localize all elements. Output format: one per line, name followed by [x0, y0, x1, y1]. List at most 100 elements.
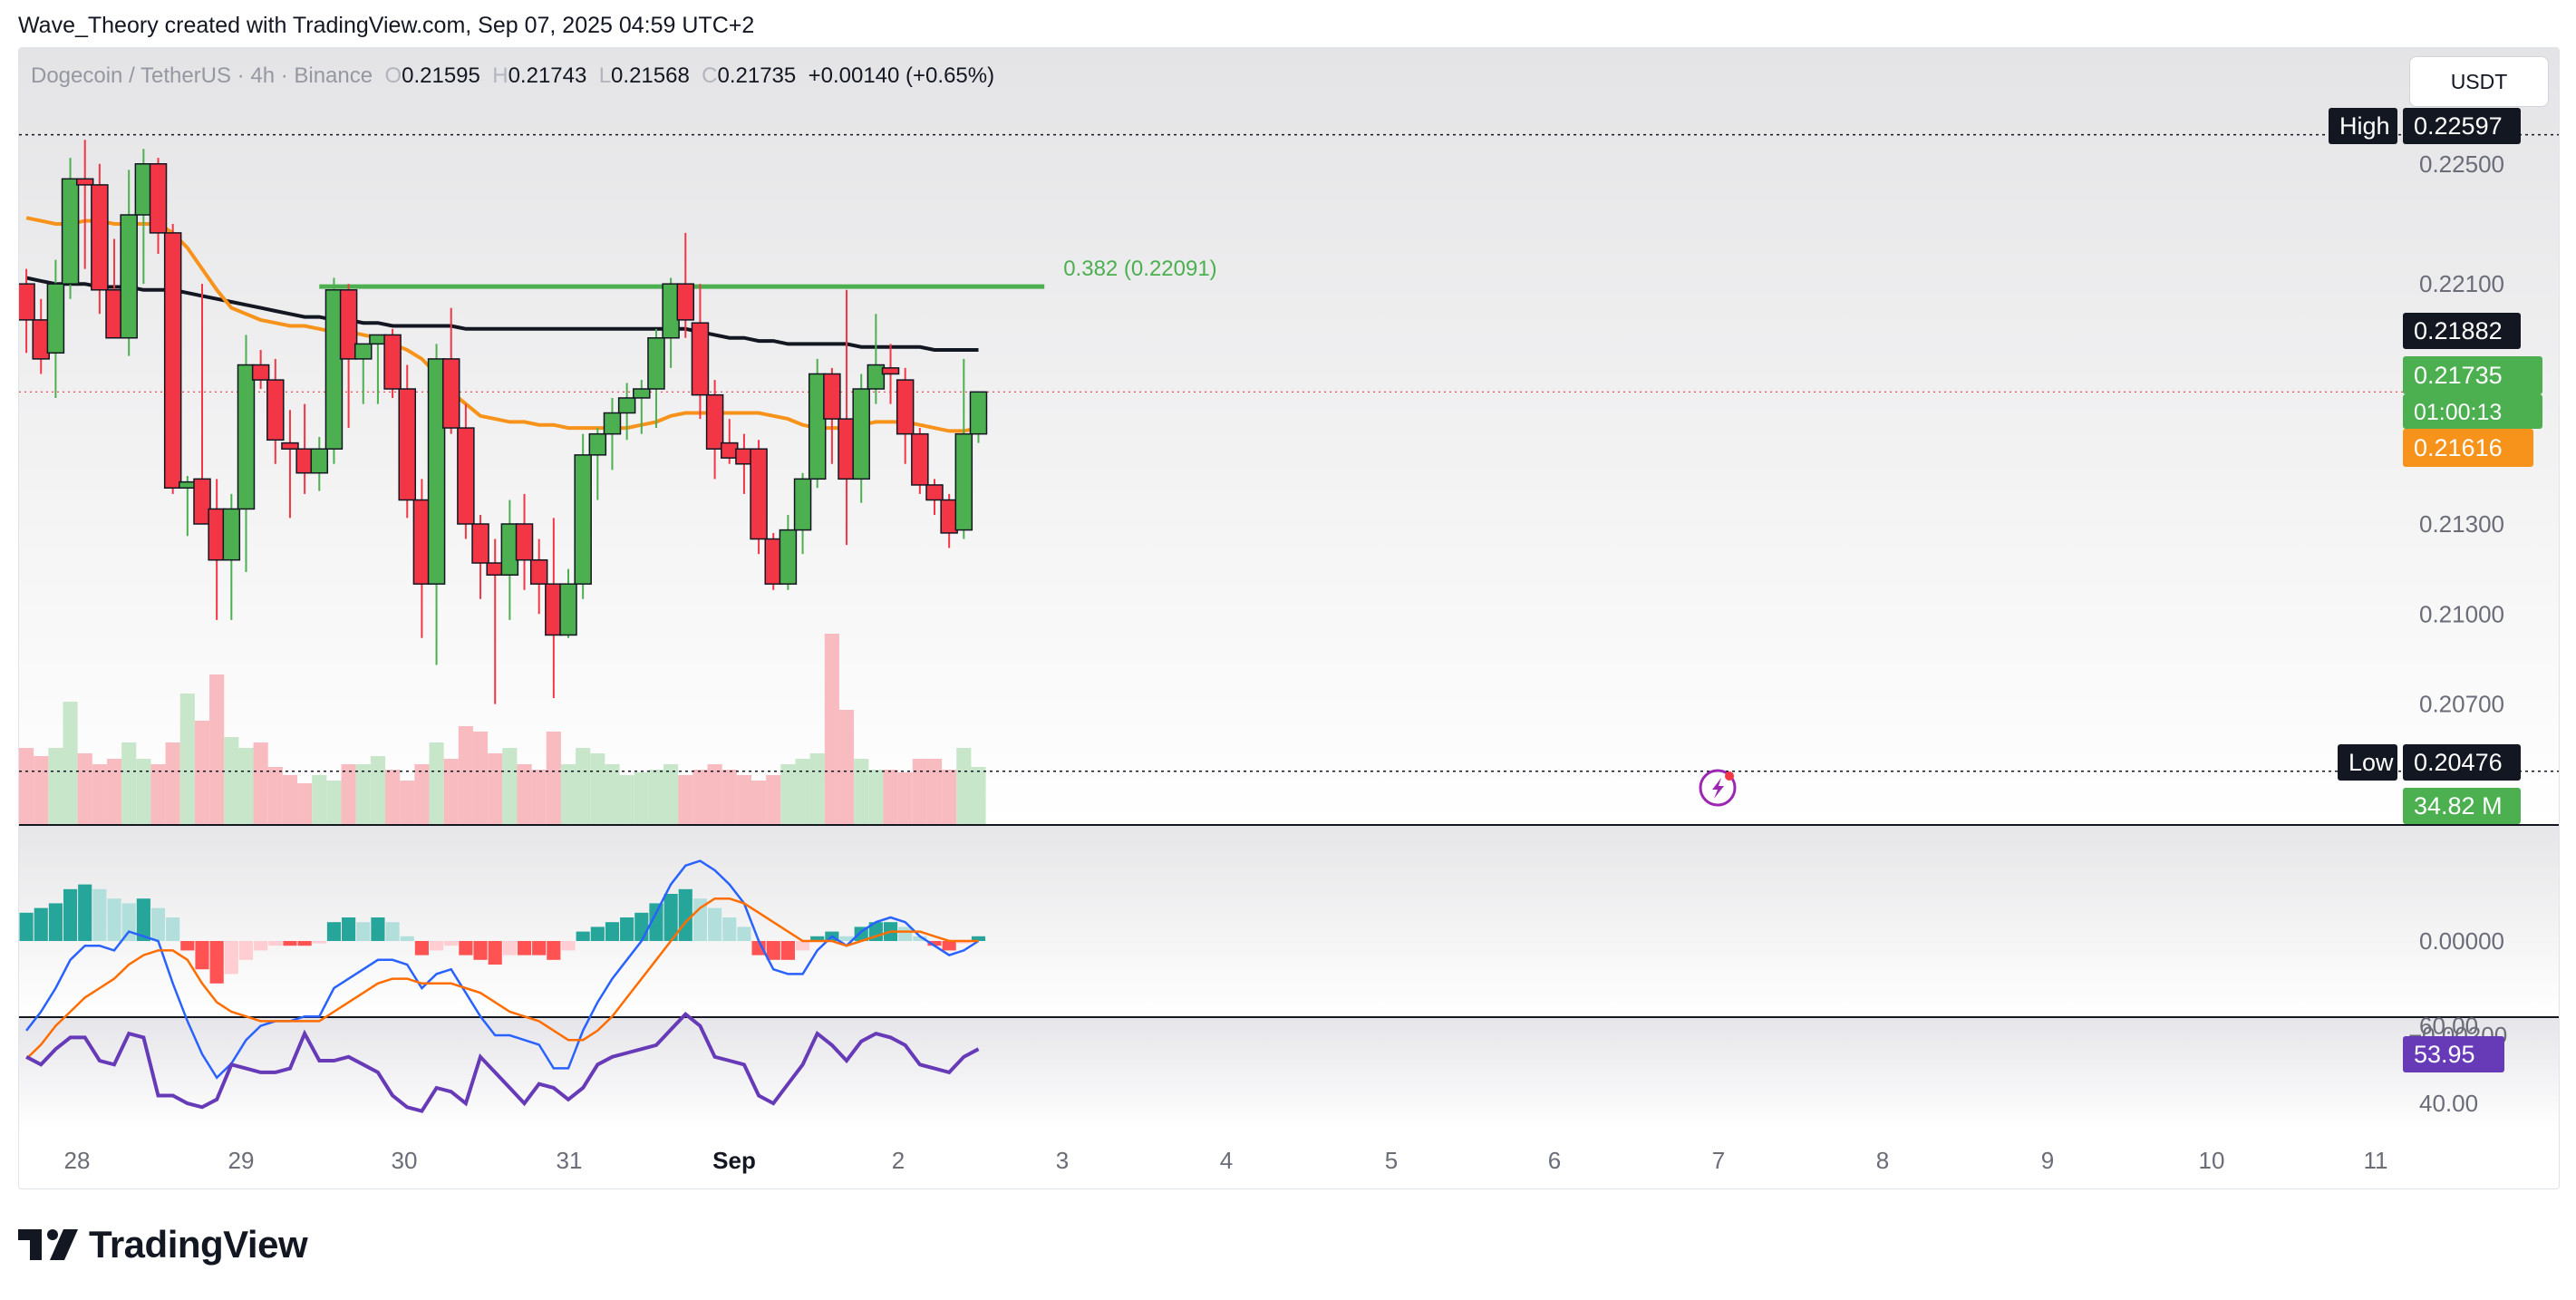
time-tick-label: 6	[1548, 1147, 1561, 1174]
candle-body	[954, 432, 973, 531]
trading-chart[interactable]: 0.382 (0.22091) 0.225000.221000.213000.2…	[19, 48, 2559, 1188]
candle-body	[764, 538, 782, 585]
macd-histogram-bar	[297, 941, 312, 946]
price-tick-label: 0.21000	[2419, 600, 2504, 627]
volume-bar	[648, 770, 664, 824]
low-tag-value-text: 0.20476	[2414, 749, 2503, 776]
axis-labels: High 0.22597 Low 0.20476 0.21882 0.21735 01:00…	[2329, 108, 2542, 1072]
currency-button[interactable]: USDT	[2409, 56, 2549, 107]
macd-histogram-bar	[356, 922, 371, 941]
candle-body	[808, 373, 827, 480]
macd-histogram-bar	[576, 931, 590, 941]
volume-bar	[824, 634, 839, 824]
candle-body	[793, 478, 812, 531]
macd-histogram-bar	[795, 941, 810, 951]
volume-bar	[605, 764, 620, 824]
candle-body	[940, 499, 958, 534]
volume-bar	[546, 732, 561, 824]
high-tag-value-bg	[2403, 108, 2521, 144]
countdown-tag-bg	[2403, 394, 2542, 429]
price-tick-label: 0.22500	[2419, 150, 2504, 178]
macd-histogram-bar	[737, 926, 751, 941]
macd-histogram-bar	[488, 941, 502, 965]
macd-histogram-bar	[224, 941, 238, 975]
time-tick-label: 11	[2364, 1147, 2388, 1174]
volume-bar	[488, 753, 503, 824]
lightning-bolt-icon[interactable]	[1699, 769, 1737, 807]
volume-tag-bg	[2403, 788, 2521, 824]
volume-bar	[209, 674, 225, 824]
macd-histogram-bar	[312, 941, 326, 944]
candle-body	[105, 289, 123, 339]
candle-body	[838, 418, 856, 480]
macd-histogram-bar	[283, 941, 297, 946]
volume-bar	[517, 764, 532, 824]
macd-histogram-bar	[780, 941, 795, 960]
price-tick-label: 0.20700	[2419, 691, 2504, 718]
rsi-tick-label: 40.00	[2419, 1090, 2478, 1117]
volume-bar	[370, 756, 385, 824]
volume-layer	[19, 634, 986, 824]
macd-histogram-bar	[121, 903, 136, 941]
macd-histogram-bar	[19, 912, 34, 941]
high-tag-label-text: High	[2339, 112, 2390, 140]
volume-bar	[971, 767, 986, 824]
time-tick-label: 10	[2199, 1147, 2225, 1174]
footer-brand: TradingView	[18, 1222, 308, 1267]
change-value: +0.00140 (+0.65%)	[808, 63, 995, 88]
candle-body	[691, 322, 710, 396]
macd-indicator	[19, 859, 986, 1080]
time-tick-label: 8	[1876, 1147, 1889, 1174]
volume-bar	[150, 764, 166, 824]
rsi-pane-background	[19, 1018, 2559, 1130]
close-value: 0.21735	[717, 63, 797, 88]
volume-bar	[531, 770, 547, 824]
symbol-legend: Dogecoin / TetherUS · 4h · Binance O0.21…	[31, 63, 994, 89]
high-tag-value: 0.22597	[2403, 108, 2521, 144]
macd-histogram-bar	[766, 941, 780, 960]
candle-body	[149, 163, 168, 234]
volume-bar	[663, 764, 679, 824]
close-label: C	[702, 63, 718, 88]
price-tick-label: 0.22100	[2419, 270, 2504, 297]
last-price-tag: 0.21735	[2403, 356, 2542, 394]
candle-body	[281, 441, 299, 450]
volume-bar	[297, 783, 313, 824]
volume-bar	[912, 759, 927, 824]
volume-bar	[766, 775, 781, 824]
volume-bar	[736, 775, 751, 824]
volume-bar	[590, 753, 605, 824]
volume-bar	[838, 710, 855, 824]
volume-bar	[414, 764, 430, 824]
macd-histogram-bar	[722, 917, 737, 941]
candle-body	[852, 388, 870, 480]
candle-body	[721, 441, 739, 459]
symbol-name[interactable]: Dogecoin / TetherUS · 4h · Binance	[31, 63, 373, 88]
candle-body	[354, 343, 373, 360]
candle-body	[193, 478, 211, 525]
candle-body	[120, 214, 138, 339]
ma-value-tag: 0.21882	[2403, 313, 2521, 349]
candle-body	[32, 319, 50, 360]
low-tag-value-bg	[2403, 744, 2521, 781]
volume-bar	[692, 770, 708, 824]
candle-body	[969, 391, 988, 435]
chart-caption: Wave_Theory created with TradingView.com…	[18, 13, 755, 38]
volume-tag: 34.82 M	[2403, 788, 2521, 824]
macd-histogram-bar	[473, 941, 488, 960]
volume-bar	[429, 742, 444, 824]
macd-histogram-bar	[634, 912, 649, 941]
candle-body	[617, 397, 636, 414]
time-tick-label: 9	[2041, 1147, 2054, 1174]
volume-bar	[341, 764, 356, 824]
macd-histogram-bar	[898, 926, 913, 941]
ma-value-tag-text: 0.21882	[2414, 317, 2503, 344]
candle-body	[735, 448, 753, 465]
time-tick-label: 3	[1056, 1147, 1069, 1174]
macd-histogram-bar	[238, 941, 254, 960]
countdown-tag-text: 01:00:13	[2414, 400, 2502, 425]
volume-bar	[136, 759, 151, 824]
volume-bar	[854, 759, 869, 824]
macd-histogram-bar	[48, 903, 63, 941]
ema-value-tag: 0.21616	[2403, 429, 2533, 467]
